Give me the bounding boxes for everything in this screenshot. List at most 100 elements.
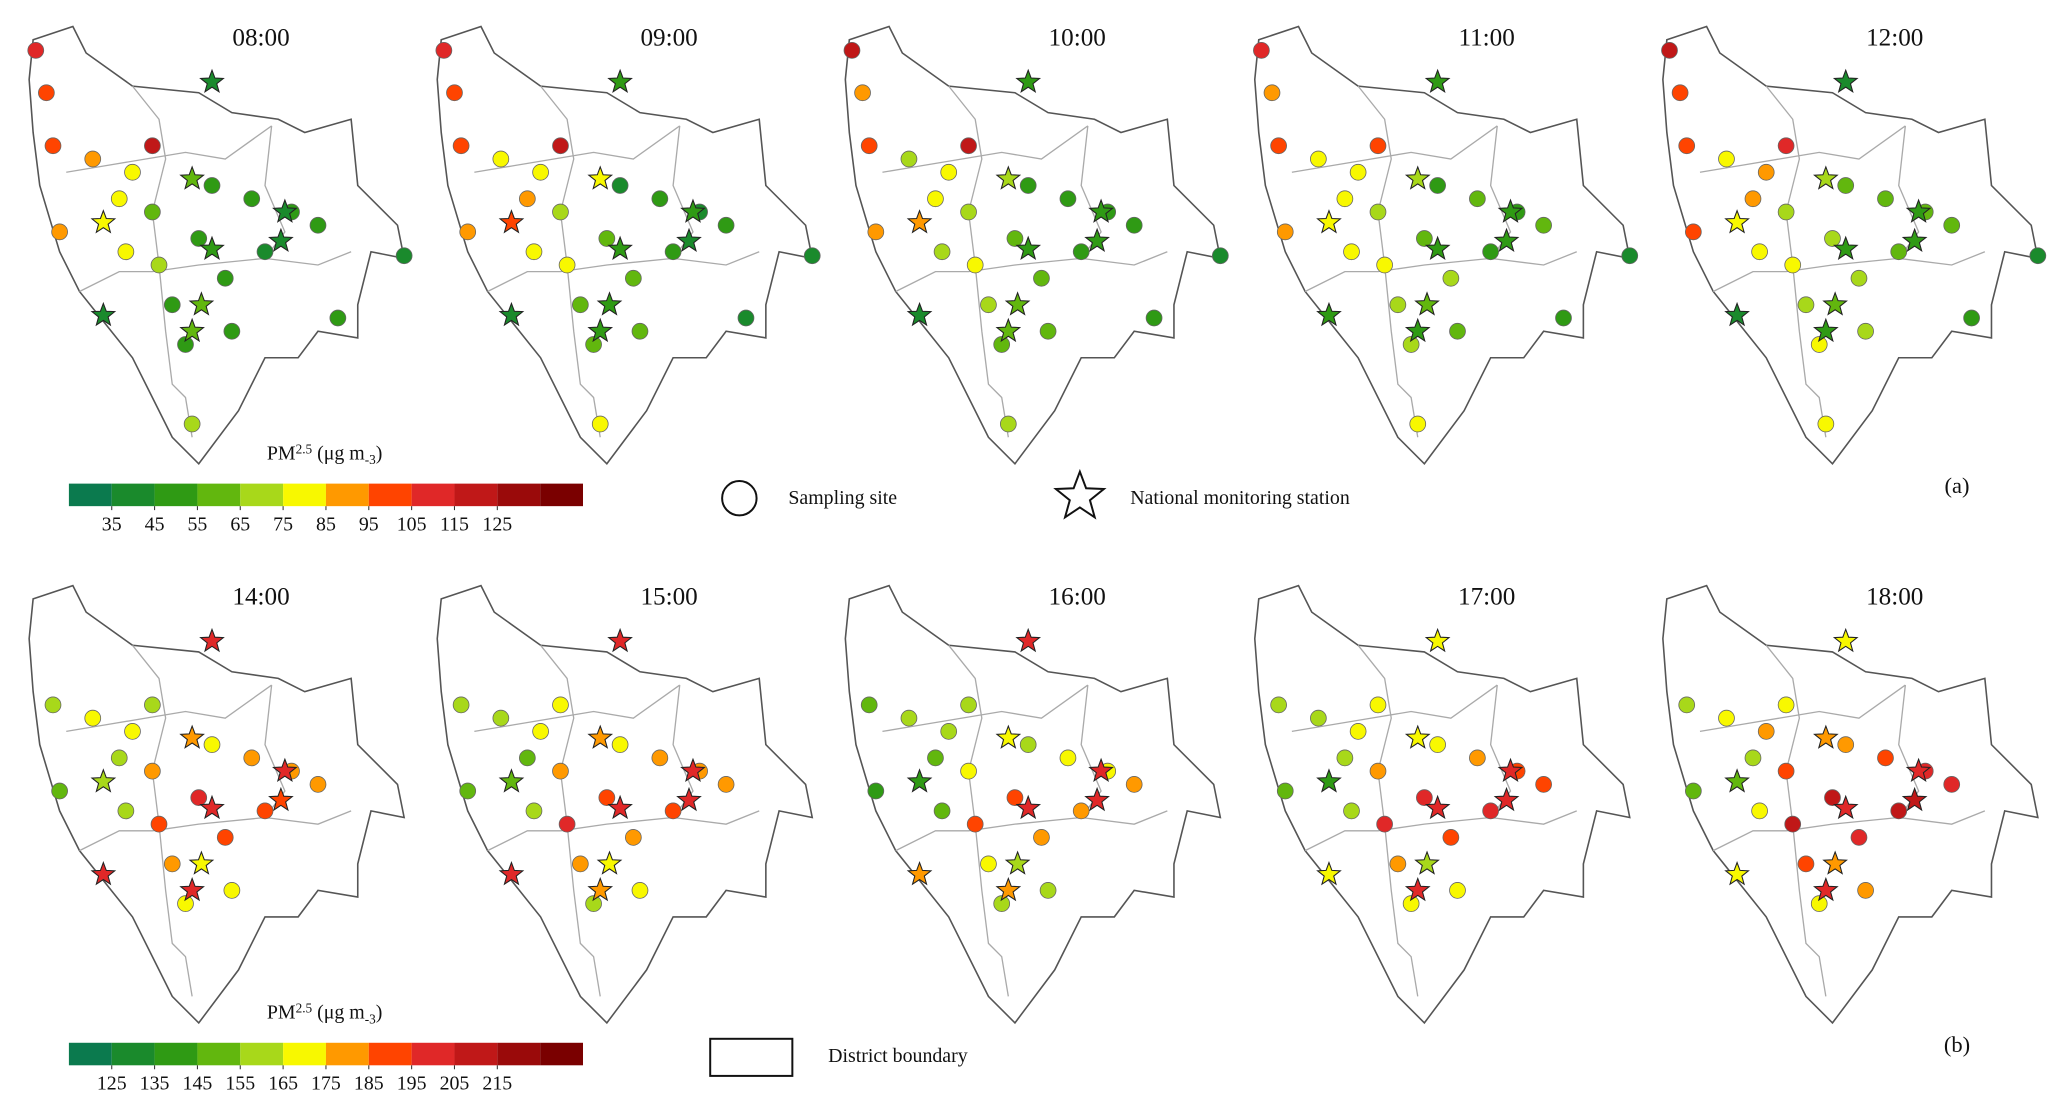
colorbar-tick-label: 185 xyxy=(354,1073,384,1095)
sampling-site xyxy=(867,782,885,800)
sampling-site xyxy=(611,736,629,753)
monitoring-station xyxy=(1724,768,1750,793)
monitoring-station xyxy=(498,768,525,793)
map-panel: 17:00 xyxy=(1253,584,1631,1025)
sampling-site xyxy=(598,789,616,806)
sampling-site xyxy=(446,84,463,102)
colorbar-tick-label: 165 xyxy=(268,1073,298,1095)
sampling-site xyxy=(1349,163,1367,181)
sampling-site xyxy=(625,269,642,287)
sampling-site xyxy=(44,137,62,155)
colorbar-tick-label: 205 xyxy=(440,1073,470,1095)
monitoring-station xyxy=(179,165,205,190)
sampling-site xyxy=(124,723,141,740)
sampling-site xyxy=(492,150,510,168)
map-panel: 10:00 xyxy=(843,25,1229,465)
sampling-site xyxy=(1671,84,1689,102)
sampling-site xyxy=(1678,696,1696,714)
sampling-site xyxy=(900,150,918,168)
sampling-site xyxy=(1824,230,1841,247)
sampling-site xyxy=(1019,736,1037,753)
sampling-site xyxy=(1253,42,1270,59)
sampling-site xyxy=(177,895,194,912)
district-boundary xyxy=(844,584,1222,1025)
sampling-site xyxy=(452,696,470,714)
monitoring-station xyxy=(1404,876,1431,902)
sampling-site xyxy=(1402,895,1420,912)
sampling-site xyxy=(1376,256,1393,274)
sampling-site xyxy=(558,256,576,274)
monitoring-station xyxy=(1004,850,1031,875)
monitoring-station xyxy=(1724,209,1750,234)
sampling-site xyxy=(177,336,194,353)
colorbar-tick-label: 95 xyxy=(359,514,379,536)
sampling-site xyxy=(927,749,944,767)
site-legend-text: Sampling site xyxy=(788,487,897,509)
sampling-site xyxy=(1535,776,1552,793)
colorbar-title-part: PM xyxy=(267,1001,296,1023)
colorbar-tick-label: 55 xyxy=(187,514,207,536)
map-panel: 15:00 xyxy=(436,584,814,1025)
sampling-site xyxy=(717,776,735,793)
sampling-site xyxy=(960,762,977,780)
inner-boundary xyxy=(79,810,352,852)
sampling-site xyxy=(993,895,1011,912)
colorbar-cell xyxy=(540,483,583,507)
colorbar-cell xyxy=(68,1042,112,1066)
colorbar-cell xyxy=(283,1042,326,1066)
sampling-site xyxy=(933,243,951,261)
monitoring-station xyxy=(906,301,933,327)
sampling-site xyxy=(216,829,234,846)
panel-time: 10:00 xyxy=(1049,25,1106,52)
sampling-site xyxy=(651,190,669,208)
sampling-site xyxy=(1336,190,1354,208)
sampling-site xyxy=(1369,762,1387,780)
monitoring-station xyxy=(1813,317,1839,343)
colorbar-title-part: 2.5 xyxy=(296,442,313,457)
sampling-site xyxy=(1059,190,1077,208)
colorbar-cell xyxy=(411,483,455,507)
sampling-site xyxy=(532,723,549,740)
monitoring-station xyxy=(1813,165,1839,190)
sampling-site xyxy=(243,190,261,208)
colorbar-title-part: (μg m xyxy=(312,442,365,464)
sampling-site xyxy=(243,749,261,767)
inner-boundary xyxy=(79,251,352,293)
colorbar-tick-label: 215 xyxy=(482,1073,512,1095)
sampling-site xyxy=(1072,802,1090,820)
sampling-site xyxy=(1310,709,1327,727)
sampling-site xyxy=(960,137,977,155)
monitoring-station xyxy=(1316,301,1342,327)
monitoring-station xyxy=(1015,794,1042,820)
colorbar-cell xyxy=(411,1042,455,1066)
sampling-site xyxy=(664,802,682,820)
sampling-site xyxy=(1449,882,1466,899)
monitoring-station xyxy=(1813,876,1839,902)
monitoring-station xyxy=(268,786,294,812)
sampling-site xyxy=(1019,177,1037,194)
monitoring-station xyxy=(188,291,215,316)
map-panel: 11:00 xyxy=(1253,25,1639,465)
monitoring-station xyxy=(90,301,117,327)
sampling-site xyxy=(1482,243,1499,261)
monitoring-station xyxy=(995,165,1022,190)
sampling-site xyxy=(1817,415,1835,433)
sampling-site xyxy=(203,736,221,753)
sampling-site xyxy=(51,782,68,800)
sampling-site xyxy=(1409,415,1427,433)
sampling-site xyxy=(1784,256,1802,274)
colorbar-title: PM2.5 (μg m-3) xyxy=(267,442,383,468)
sampling-site xyxy=(993,336,1011,353)
inner-boundary xyxy=(1699,125,1906,173)
sampling-site xyxy=(1343,243,1360,261)
monitoring-station xyxy=(995,317,1022,343)
monitoring-station xyxy=(1015,235,1042,260)
sampling-site xyxy=(1449,322,1466,340)
monitoring-station xyxy=(498,301,525,327)
monitoring-station xyxy=(1832,794,1859,820)
sampling-site xyxy=(940,723,958,740)
monitoring-station xyxy=(1497,757,1524,783)
panel-time: 15:00 xyxy=(640,584,697,611)
district-boundary xyxy=(844,25,1222,465)
site-legend-symbol xyxy=(721,479,758,517)
